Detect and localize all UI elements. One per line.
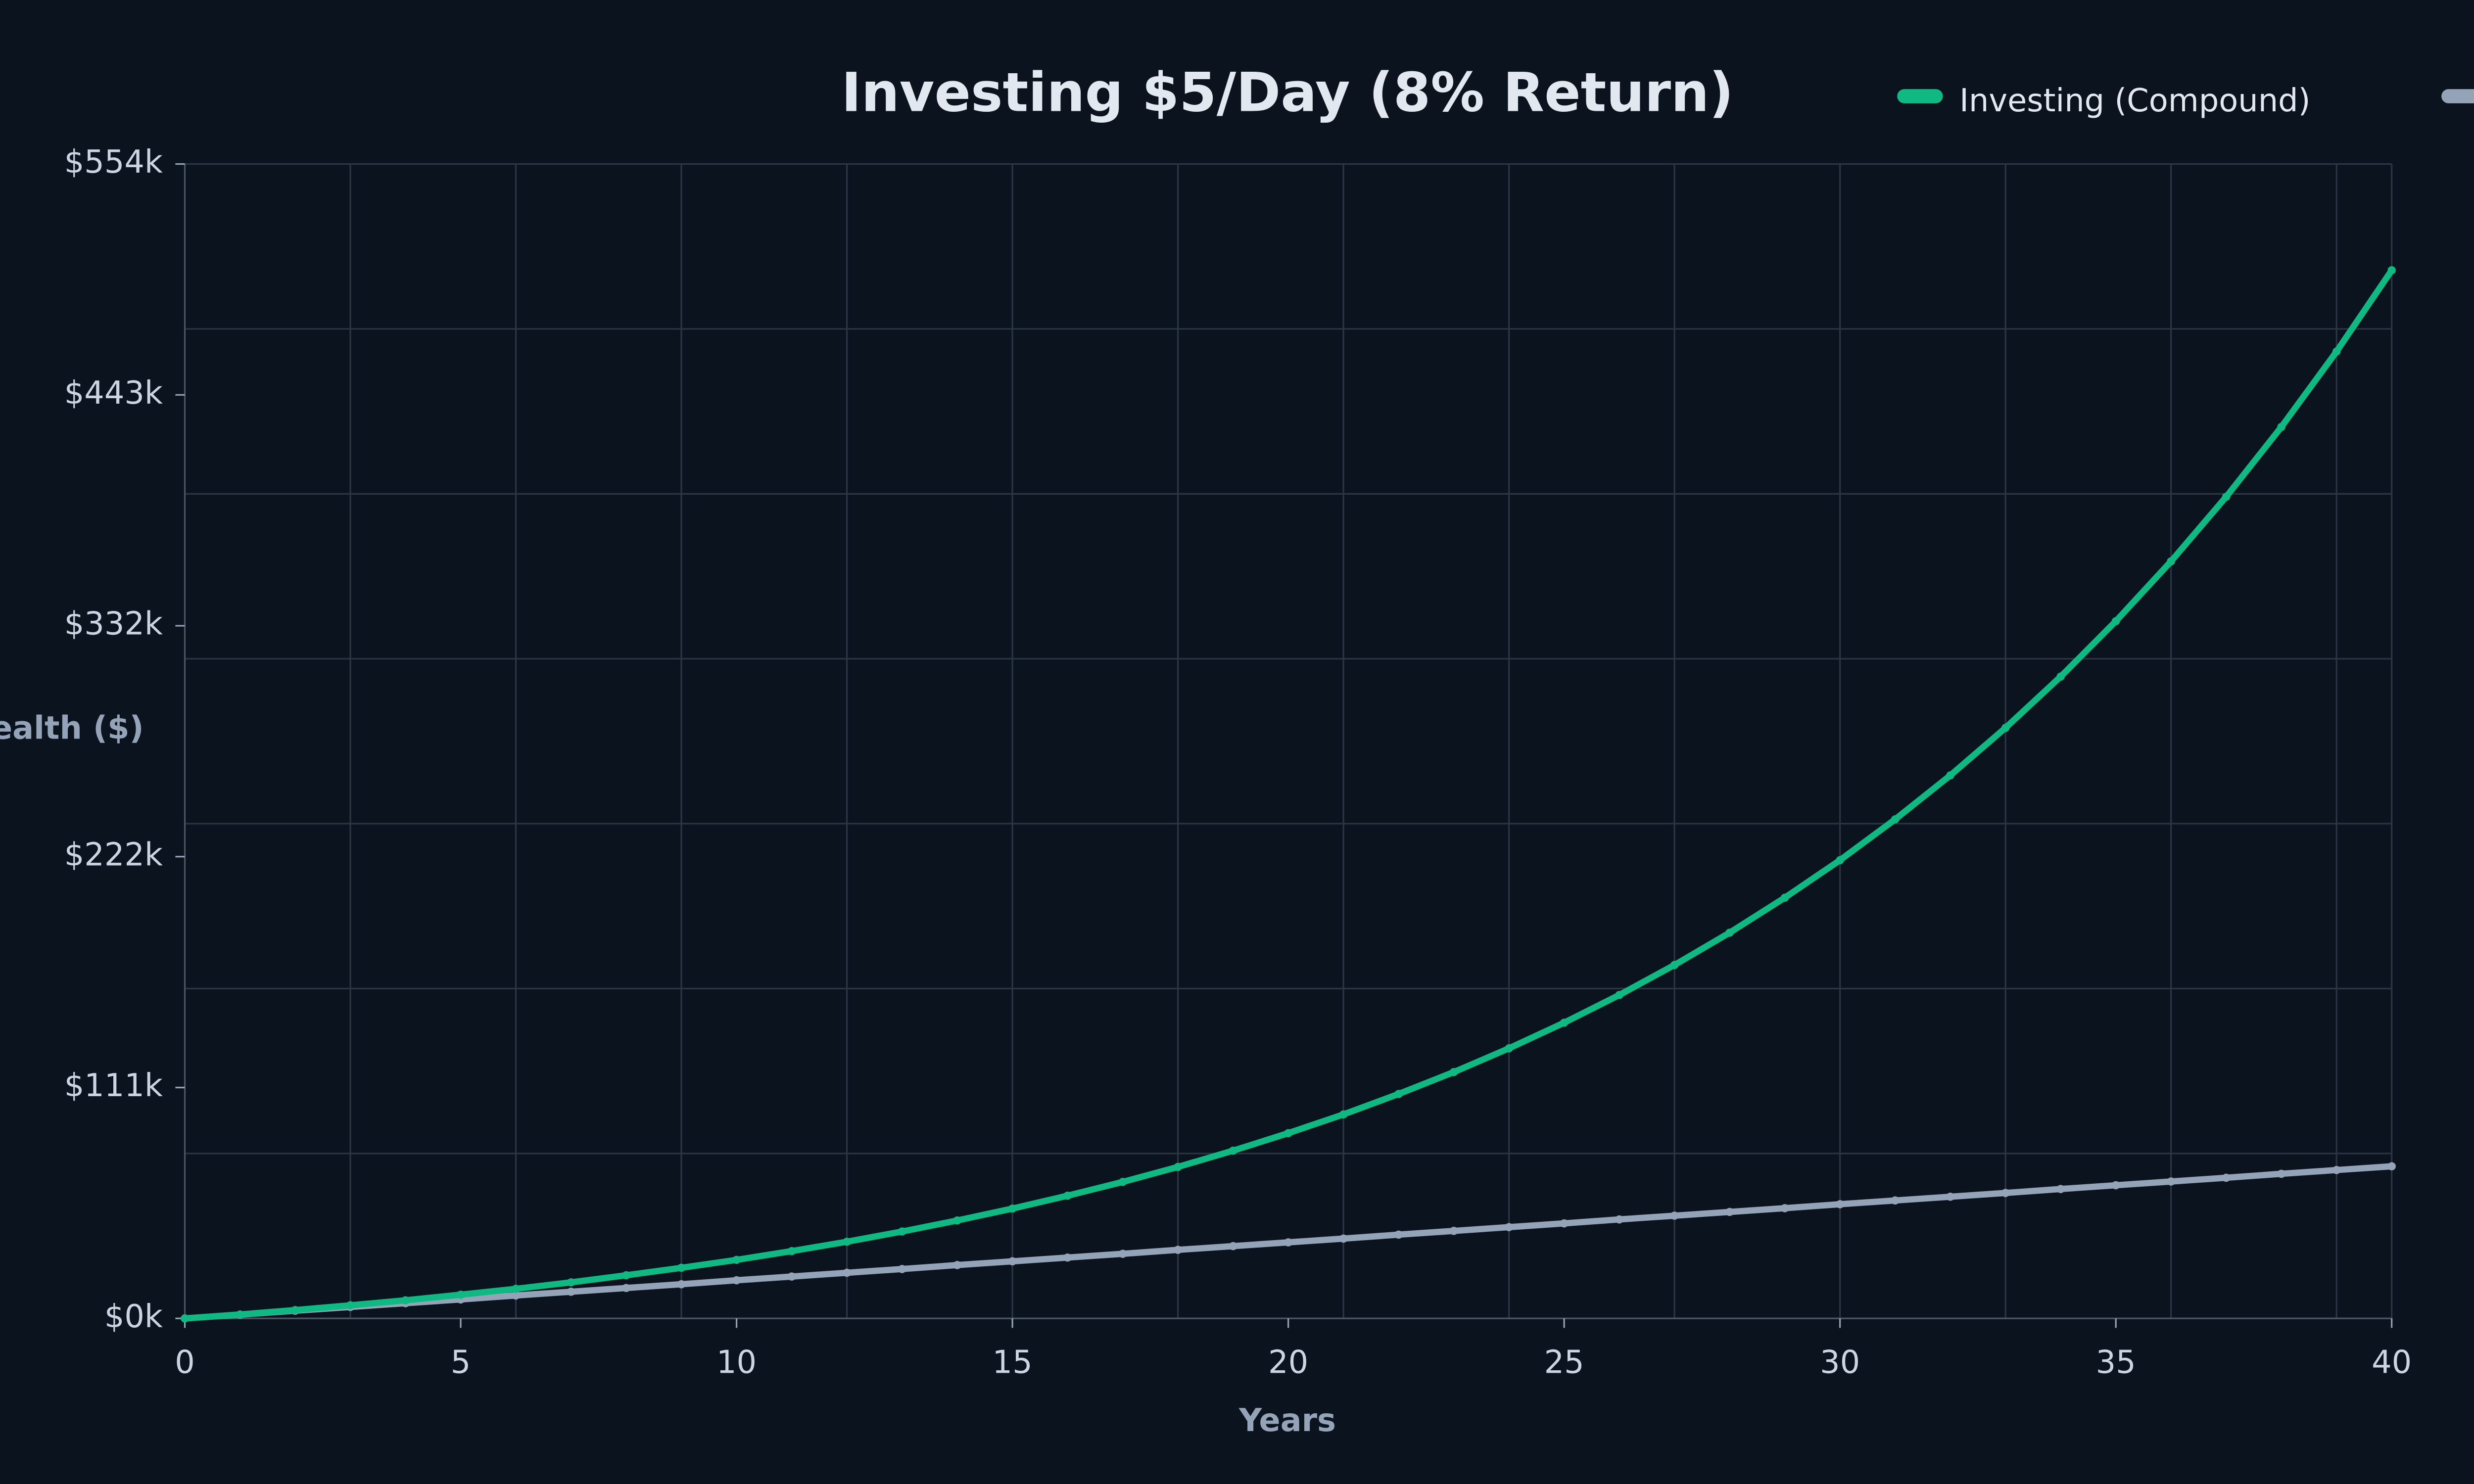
data-point	[1725, 1207, 1734, 1216]
data-point	[2056, 672, 2065, 681]
y-tick-label: $111k	[64, 1067, 163, 1104]
data-point	[1505, 1223, 1513, 1232]
data-point	[1339, 1110, 1348, 1119]
data-point	[1008, 1204, 1017, 1213]
data-point	[1946, 771, 1954, 780]
data-point	[2332, 1166, 2341, 1174]
y-axis-label: Wealth ($)	[0, 710, 144, 747]
data-point	[843, 1268, 851, 1277]
data-point	[2111, 1181, 2120, 1190]
data-point	[2001, 724, 2010, 732]
data-point	[953, 1261, 961, 1269]
data-point	[401, 1296, 410, 1304]
y-tick-label: $332k	[64, 606, 163, 643]
data-point	[2277, 422, 2285, 431]
data-point	[2111, 617, 2120, 626]
y-tick-label: $222k	[64, 836, 163, 873]
data-point	[953, 1216, 961, 1225]
data-point	[622, 1284, 630, 1293]
data-point	[1836, 1200, 1844, 1208]
data-point	[2332, 347, 2341, 356]
data-point	[512, 1291, 520, 1300]
data-point	[181, 1314, 189, 1323]
data-point	[1615, 1215, 1623, 1224]
data-point	[2277, 1169, 2285, 1178]
data-point	[1946, 1192, 1954, 1201]
data-point	[732, 1255, 741, 1264]
x-tick-label: 35	[2096, 1344, 2136, 1381]
data-point	[1394, 1230, 1403, 1239]
data-point	[1449, 1227, 1458, 1235]
data-point	[1449, 1068, 1458, 1076]
x-tick-label: 0	[175, 1344, 195, 1381]
data-point	[1284, 1238, 1292, 1247]
data-point	[236, 1310, 244, 1319]
data-point	[1063, 1191, 1072, 1200]
data-point	[1229, 1146, 1237, 1155]
data-point	[2167, 557, 2175, 566]
data-point	[1560, 1219, 1569, 1228]
data-point	[898, 1227, 906, 1236]
data-point	[456, 1290, 465, 1299]
data-point	[291, 1306, 299, 1314]
data-point	[2056, 1185, 2065, 1193]
data-point	[1670, 961, 1679, 970]
data-point	[677, 1263, 686, 1272]
data-point	[1118, 1250, 1127, 1258]
data-point	[1118, 1178, 1127, 1186]
x-tick-label: 40	[2372, 1344, 2412, 1381]
data-point	[622, 1271, 630, 1280]
x-tick-label: 10	[716, 1344, 757, 1381]
data-point	[1615, 991, 1623, 999]
x-tick-label: 20	[1268, 1344, 1308, 1381]
y-tick-label: $443k	[64, 375, 163, 412]
data-point	[512, 1285, 520, 1293]
data-point	[1174, 1246, 1182, 1254]
x-tick-label: 15	[993, 1344, 1033, 1381]
data-point	[1725, 928, 1734, 937]
data-point	[1891, 1196, 1900, 1205]
y-tick-label: $554k	[64, 144, 163, 181]
data-point	[2222, 492, 2231, 501]
data-point	[2222, 1173, 2231, 1182]
data-point	[677, 1280, 686, 1289]
data-point	[732, 1276, 741, 1285]
data-point	[1780, 893, 1789, 902]
data-point	[1560, 1019, 1569, 1027]
y-tick-label: $0k	[104, 1298, 163, 1335]
data-point	[346, 1301, 355, 1310]
x-axis-label: Years	[1238, 1402, 1336, 1439]
data-point	[1229, 1242, 1237, 1251]
data-point	[2387, 1162, 2396, 1171]
data-point	[843, 1237, 851, 1246]
data-point	[567, 1288, 575, 1296]
data-point	[2387, 266, 2396, 275]
data-point	[1394, 1090, 1403, 1098]
x-tick-label: 5	[451, 1344, 471, 1381]
data-point	[1836, 856, 1844, 865]
legend-label: Investing (Compound)	[1959, 83, 2310, 119]
x-tick-label: 25	[1544, 1344, 1584, 1381]
data-point	[787, 1272, 796, 1281]
chart-title: Investing $5/Day (8% Return)	[841, 61, 1733, 124]
data-point	[1063, 1253, 1072, 1262]
data-point	[1008, 1257, 1017, 1266]
data-point	[1284, 1129, 1292, 1138]
data-point	[567, 1278, 575, 1287]
data-point	[2167, 1177, 2175, 1186]
data-point	[898, 1265, 906, 1273]
data-point	[1780, 1204, 1789, 1212]
data-point	[1891, 815, 1900, 824]
data-point	[1670, 1211, 1679, 1220]
data-point	[1505, 1044, 1513, 1053]
data-point	[787, 1247, 796, 1255]
data-point	[1339, 1234, 1348, 1243]
x-tick-label: 30	[1820, 1344, 1860, 1381]
data-point	[1174, 1162, 1182, 1171]
data-point	[2001, 1189, 2010, 1197]
